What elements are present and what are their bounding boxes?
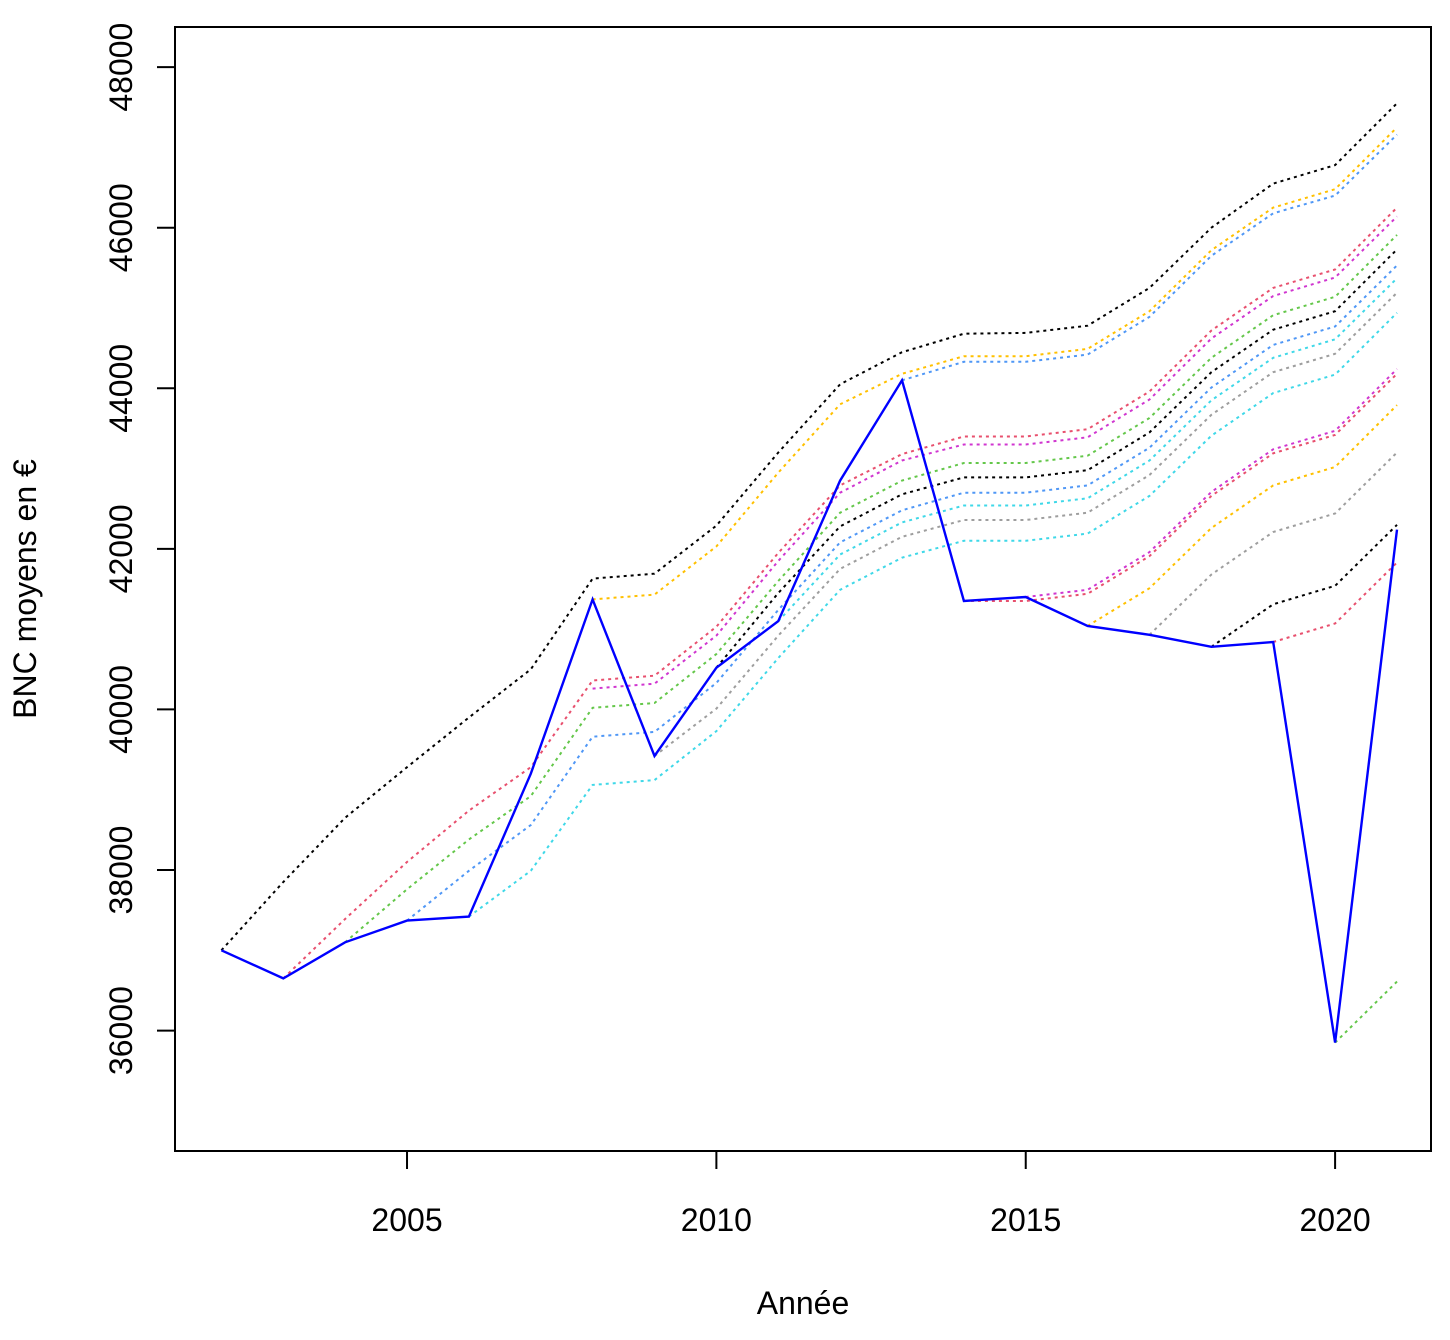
projection-series-line-18: [1334, 980, 1398, 1044]
y-tick-label: 36000: [103, 986, 139, 1075]
projection-series-line-13: [1025, 368, 1398, 598]
x-tick-label: 2015: [990, 1202, 1061, 1238]
series-layer: [220, 102, 1399, 1044]
x-tick-label: 2020: [1300, 1202, 1371, 1238]
projection-series-line-16: [1210, 524, 1398, 648]
projection-series-line-8: [468, 312, 1398, 918]
x-axis-title: Année: [757, 1285, 850, 1321]
projection-series-line-12: [963, 373, 1398, 602]
y-tick-label: 44000: [103, 344, 139, 433]
projection-series-line-11: [777, 277, 1398, 622]
x-axis: 2005 2010 2015 2020: [371, 1151, 1371, 1238]
x-tick-label: 2005: [371, 1202, 442, 1238]
y-tick-label: 46000: [103, 183, 139, 272]
y-axis: 36000 38000 40000 42000 44000 46000 48000: [103, 23, 175, 1075]
projection-series-line-7: [406, 264, 1398, 922]
y-tick-label: 40000: [103, 665, 139, 754]
projection-series-line-10: [653, 291, 1398, 757]
projection-series-line-1: [220, 102, 1398, 951]
projection-series-line-3: [901, 133, 1398, 382]
projection-series-line-15: [1148, 451, 1398, 636]
y-tick-label: 48000: [103, 23, 139, 112]
y-axis-title: BNC moyens en €: [7, 459, 43, 719]
observed-series-line: [220, 377, 1399, 1043]
projection-series-line-4: [282, 206, 1398, 980]
y-tick-label: 42000: [103, 504, 139, 593]
projection-series-line-17: [1272, 561, 1398, 643]
x-tick-label: 2010: [681, 1202, 752, 1238]
y-tick-label: 38000: [103, 826, 139, 915]
projection-series-line-2: [592, 126, 1398, 601]
projection-series-line-14: [1087, 404, 1398, 627]
projection-series-line-6: [592, 215, 1398, 690]
projection-series-line-9: [715, 248, 1398, 669]
projection-series-line-5: [344, 234, 1398, 944]
plot-frame: [174, 26, 1432, 1152]
